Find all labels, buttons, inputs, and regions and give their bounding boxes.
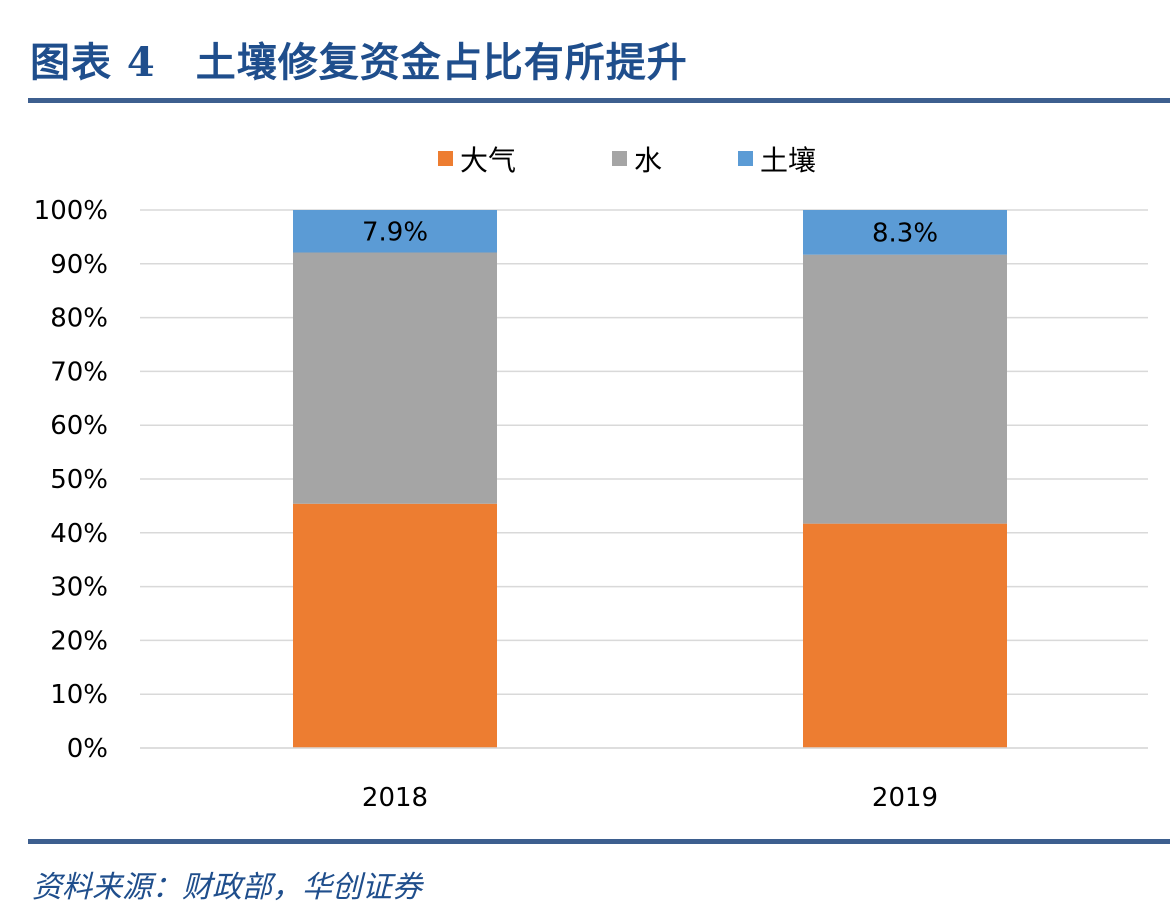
y-tick-label: 80%: [50, 304, 108, 334]
y-tick-label: 90%: [50, 250, 108, 280]
legend-swatch: [738, 151, 753, 166]
y-tick-label: 100%: [34, 196, 108, 226]
x-tick-label: 2018: [362, 783, 428, 813]
y-tick-label: 30%: [50, 573, 108, 603]
y-axis: 0% 10% 20% 30% 40% 50% 60% 70% 80% 90% 100%: [34, 196, 108, 764]
y-tick-label: 20%: [50, 626, 108, 656]
x-axis: 2018 2019: [140, 747, 1148, 813]
bar-segment: [293, 503, 497, 748]
y-tick-label: 70%: [50, 357, 108, 387]
bar-segment: [803, 523, 1007, 748]
y-tick-label: 60%: [50, 411, 108, 441]
bar-segment: [803, 254, 1007, 524]
stacked-bar-chart: 大气水土壤 0%10%20%30%40%50%60%70%80%90%100% …: [34, 144, 1148, 813]
figure-title: 图表 4 土壤修复资金占比有所提升: [30, 30, 688, 88]
bar-segment: [803, 210, 1007, 255]
y-tick-label: 50%: [50, 465, 108, 495]
source-note: 资料来源：财政部，华创证券: [32, 870, 422, 905]
data-label: 8.3%: [872, 218, 938, 248]
data-label: 7.9%: [362, 217, 428, 247]
chart-legend: 大气 水 土壤: [438, 144, 816, 177]
header-rule: [28, 98, 1170, 103]
footer-rule: [28, 839, 1170, 844]
chart-bars: 7.9% 8.3%: [293, 210, 1007, 748]
legend-swatch: [612, 151, 627, 166]
y-tick-label: 0%: [67, 734, 108, 764]
figure-title-text: 土壤修复资金占比有所提升: [195, 39, 688, 86]
y-tick-label: 10%: [50, 680, 108, 710]
bar-segment: [293, 252, 497, 504]
legend-label: 大气: [460, 144, 516, 177]
figure-label: 图表 4: [30, 39, 156, 86]
bar-segment: [293, 210, 497, 253]
legend-swatch: [438, 151, 453, 166]
legend-label: 土壤: [760, 144, 816, 177]
y-tick-label: 40%: [50, 519, 108, 549]
legend-label: 水: [634, 144, 662, 177]
x-tick-label: 2019: [872, 783, 938, 813]
